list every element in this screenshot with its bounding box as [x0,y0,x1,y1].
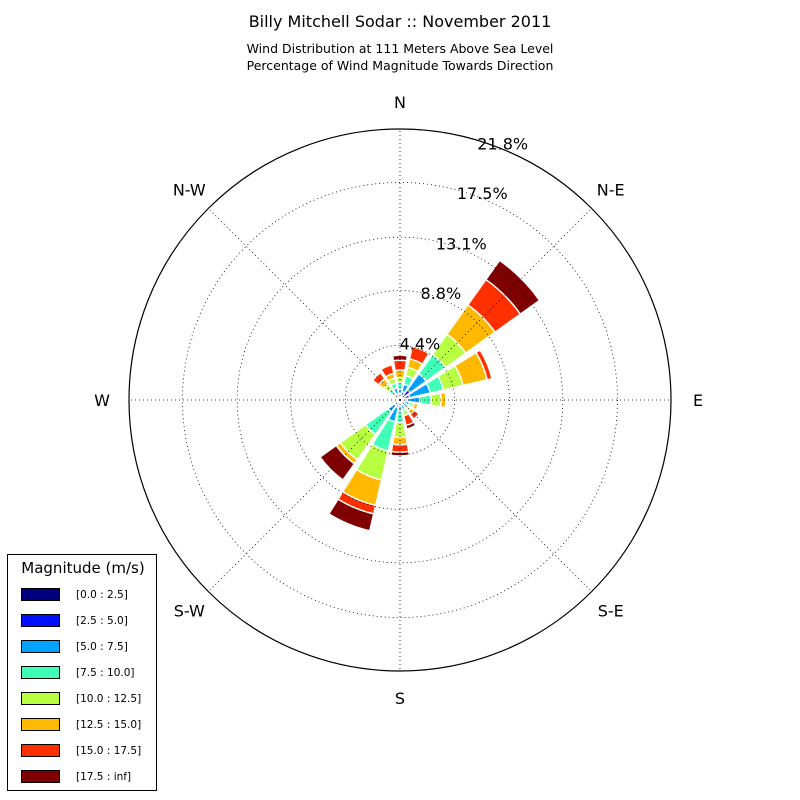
chart-subtitle-line1: Wind Distribution at 111 Meters Above Se… [246,41,554,56]
radial-tick-label-2: 13.1% [436,235,487,254]
grid-spoke-1 [399,208,592,401]
legend-label: [2.5 : 5.0] [76,615,128,627]
legend: Magnitude (m/s) [0.0 : 2.5] [2.5 : 5.0] [5… [7,554,157,791]
legend-swatch [21,640,60,653]
legend-label: [15.0 : 17.5] [76,745,142,757]
radial-tick-label-0: 4.4% [400,334,441,353]
legend-swatch [21,588,60,601]
grid-spoke-3 [399,399,592,592]
legend-swatch [21,614,60,627]
wind-rose-bars [319,259,541,532]
legend-label: [0.0 : 2.5] [76,589,128,601]
wind-rose-labels: N N-E E S-E S S-W W N-W 4.4% 8.8% 13.1% 17.5% 21.8% [94,93,703,708]
direction-label-n-e: N-E [597,180,625,199]
outer-circle [128,128,672,672]
chart-subtitle-line2: Percentage of Wind Magnitude Towards Dir… [246,58,554,73]
direction-label-s-w: S-W [174,602,205,621]
legend-swatch [21,666,60,679]
grid-circle-0 [344,344,456,456]
legend-swatch [21,744,60,757]
direction-label-n-w: N-W [173,180,206,199]
direction-label-s-e: S-E [598,602,624,621]
grid-spoke-7 [208,208,401,401]
legend-label: [5.0 : 7.5] [76,641,128,653]
legend-swatch [21,770,60,783]
legend-swatch [21,692,60,705]
legend-swatch [21,718,60,731]
legend-label: [17.5 : inf] [76,771,132,783]
direction-label-n: N [394,93,406,112]
direction-label-e: E [693,391,703,410]
grid-circle-2 [236,236,564,564]
grid-circle-1 [290,290,510,510]
legend-label: [10.0 : 12.5] [76,693,142,705]
chart-title: Billy Mitchell Sodar :: November 2011 [248,12,552,31]
radial-tick-label-4: 21.8% [477,135,528,154]
legend-label: [12.5 : 15.0] [76,719,142,731]
legend-title: Magnitude (m/s) [21,559,145,577]
grid-circle-3 [182,182,618,618]
radial-tick-label-3: 17.5% [457,184,508,203]
direction-label-s: S [395,689,405,708]
direction-label-w: W [94,391,110,410]
radial-tick-label-1: 8.8% [421,284,462,303]
legend-label: [7.5 : 10.0] [76,667,135,679]
wedge-dir90-bin2 [399,395,421,405]
wind-rose-grid [128,128,672,672]
